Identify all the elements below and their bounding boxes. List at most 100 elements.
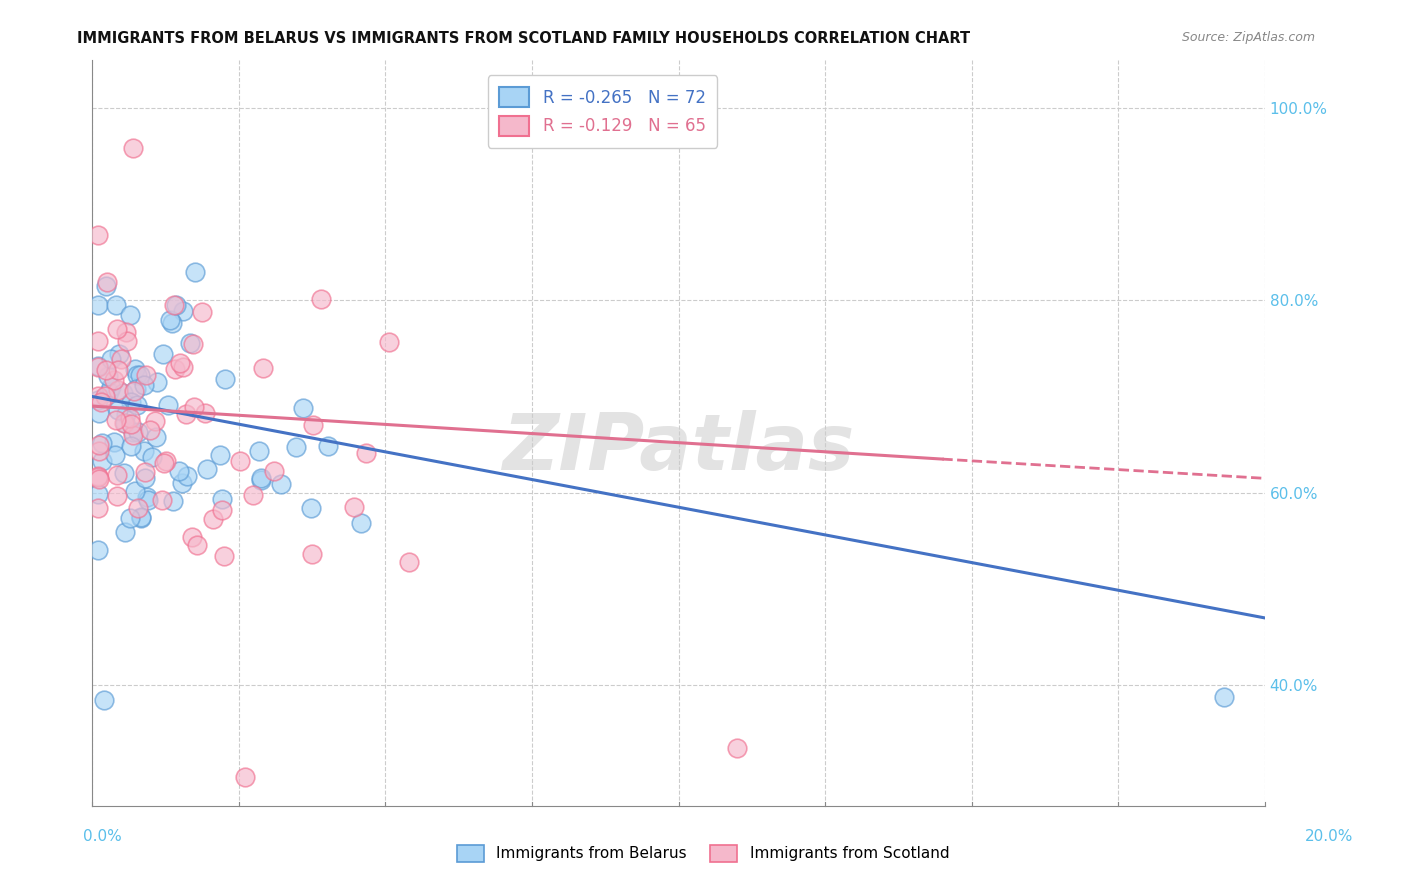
Point	[124, 362, 146, 376]
Point	[1212, 690, 1234, 704]
Point	[285, 440, 308, 454]
Point	[152, 346, 174, 360]
Point	[118, 308, 141, 322]
Point	[100, 351, 122, 366]
Point	[162, 316, 184, 330]
Point	[128, 368, 150, 383]
Point	[91, 453, 114, 467]
Point	[209, 449, 232, 463]
Point	[141, 450, 163, 464]
Point	[112, 467, 135, 481]
Point	[124, 382, 146, 396]
Point	[252, 361, 274, 376]
Point	[115, 326, 138, 340]
Point	[172, 359, 194, 374]
Point	[181, 337, 204, 351]
Point	[114, 525, 136, 540]
Point	[214, 372, 236, 386]
Point	[270, 477, 292, 491]
Point	[176, 469, 198, 483]
Text: 0.0%: 0.0%	[83, 830, 122, 844]
Point	[150, 492, 173, 507]
Point	[211, 491, 233, 506]
Point	[127, 501, 149, 516]
Point	[112, 417, 135, 431]
Point	[156, 399, 179, 413]
Point	[124, 484, 146, 499]
Point	[186, 538, 208, 552]
Point	[127, 398, 149, 412]
Point	[165, 298, 187, 312]
Legend: Immigrants from Belarus, Immigrants from Scotland: Immigrants from Belarus, Immigrants from…	[450, 838, 956, 868]
Text: IMMIGRANTS FROM BELARUS VS IMMIGRANTS FROM SCOTLAND FAMILY HOUSEHOLDS CORRELATIO: IMMIGRANTS FROM BELARUS VS IMMIGRANTS FR…	[77, 31, 970, 46]
Point	[87, 359, 110, 373]
Point	[87, 468, 110, 483]
Point	[136, 492, 159, 507]
Point	[263, 464, 285, 478]
Point	[195, 461, 218, 475]
Point	[87, 389, 110, 403]
Point	[181, 530, 204, 544]
Point	[179, 336, 201, 351]
Point	[105, 322, 128, 336]
Point	[120, 439, 142, 453]
Point	[250, 471, 273, 485]
Point	[228, 454, 250, 468]
Point	[111, 386, 134, 401]
Point	[135, 490, 157, 504]
Point	[146, 375, 169, 389]
Point	[311, 292, 333, 306]
Point	[134, 378, 156, 392]
Point	[105, 468, 128, 483]
Point	[343, 500, 366, 514]
Point	[87, 359, 110, 374]
Point	[163, 298, 186, 312]
Point	[302, 418, 325, 433]
Point	[105, 489, 128, 503]
Point	[169, 464, 191, 478]
Point	[316, 439, 339, 453]
Point	[122, 427, 145, 442]
Point	[104, 448, 127, 462]
Point	[87, 472, 110, 486]
Point	[115, 334, 138, 348]
Point	[184, 265, 207, 279]
Point	[725, 740, 748, 755]
Point	[100, 379, 122, 393]
Point	[98, 385, 121, 400]
Point	[93, 692, 115, 706]
Point	[162, 494, 184, 508]
Point	[354, 446, 377, 460]
Point	[87, 469, 110, 483]
Point	[91, 436, 114, 450]
Point	[155, 454, 177, 468]
Point	[170, 475, 193, 490]
Point	[115, 408, 138, 422]
Point	[135, 368, 157, 382]
Point	[110, 352, 132, 367]
Point	[134, 465, 156, 479]
Point	[143, 414, 166, 428]
Point	[212, 549, 235, 564]
Point	[87, 487, 110, 501]
Point	[122, 141, 145, 155]
Point	[108, 347, 131, 361]
Point	[233, 770, 256, 784]
Point	[163, 361, 186, 376]
Point	[107, 384, 129, 398]
Point	[174, 408, 197, 422]
Point	[250, 473, 273, 487]
Point	[139, 423, 162, 437]
Point	[96, 275, 118, 289]
Point	[103, 373, 125, 387]
Point	[89, 406, 111, 420]
Point	[97, 368, 120, 383]
Point	[194, 406, 217, 420]
Point	[183, 400, 205, 414]
Point	[94, 389, 117, 403]
Point	[120, 394, 142, 409]
Point	[134, 444, 156, 458]
Point	[242, 487, 264, 501]
Point	[87, 298, 110, 312]
Point	[87, 542, 110, 557]
